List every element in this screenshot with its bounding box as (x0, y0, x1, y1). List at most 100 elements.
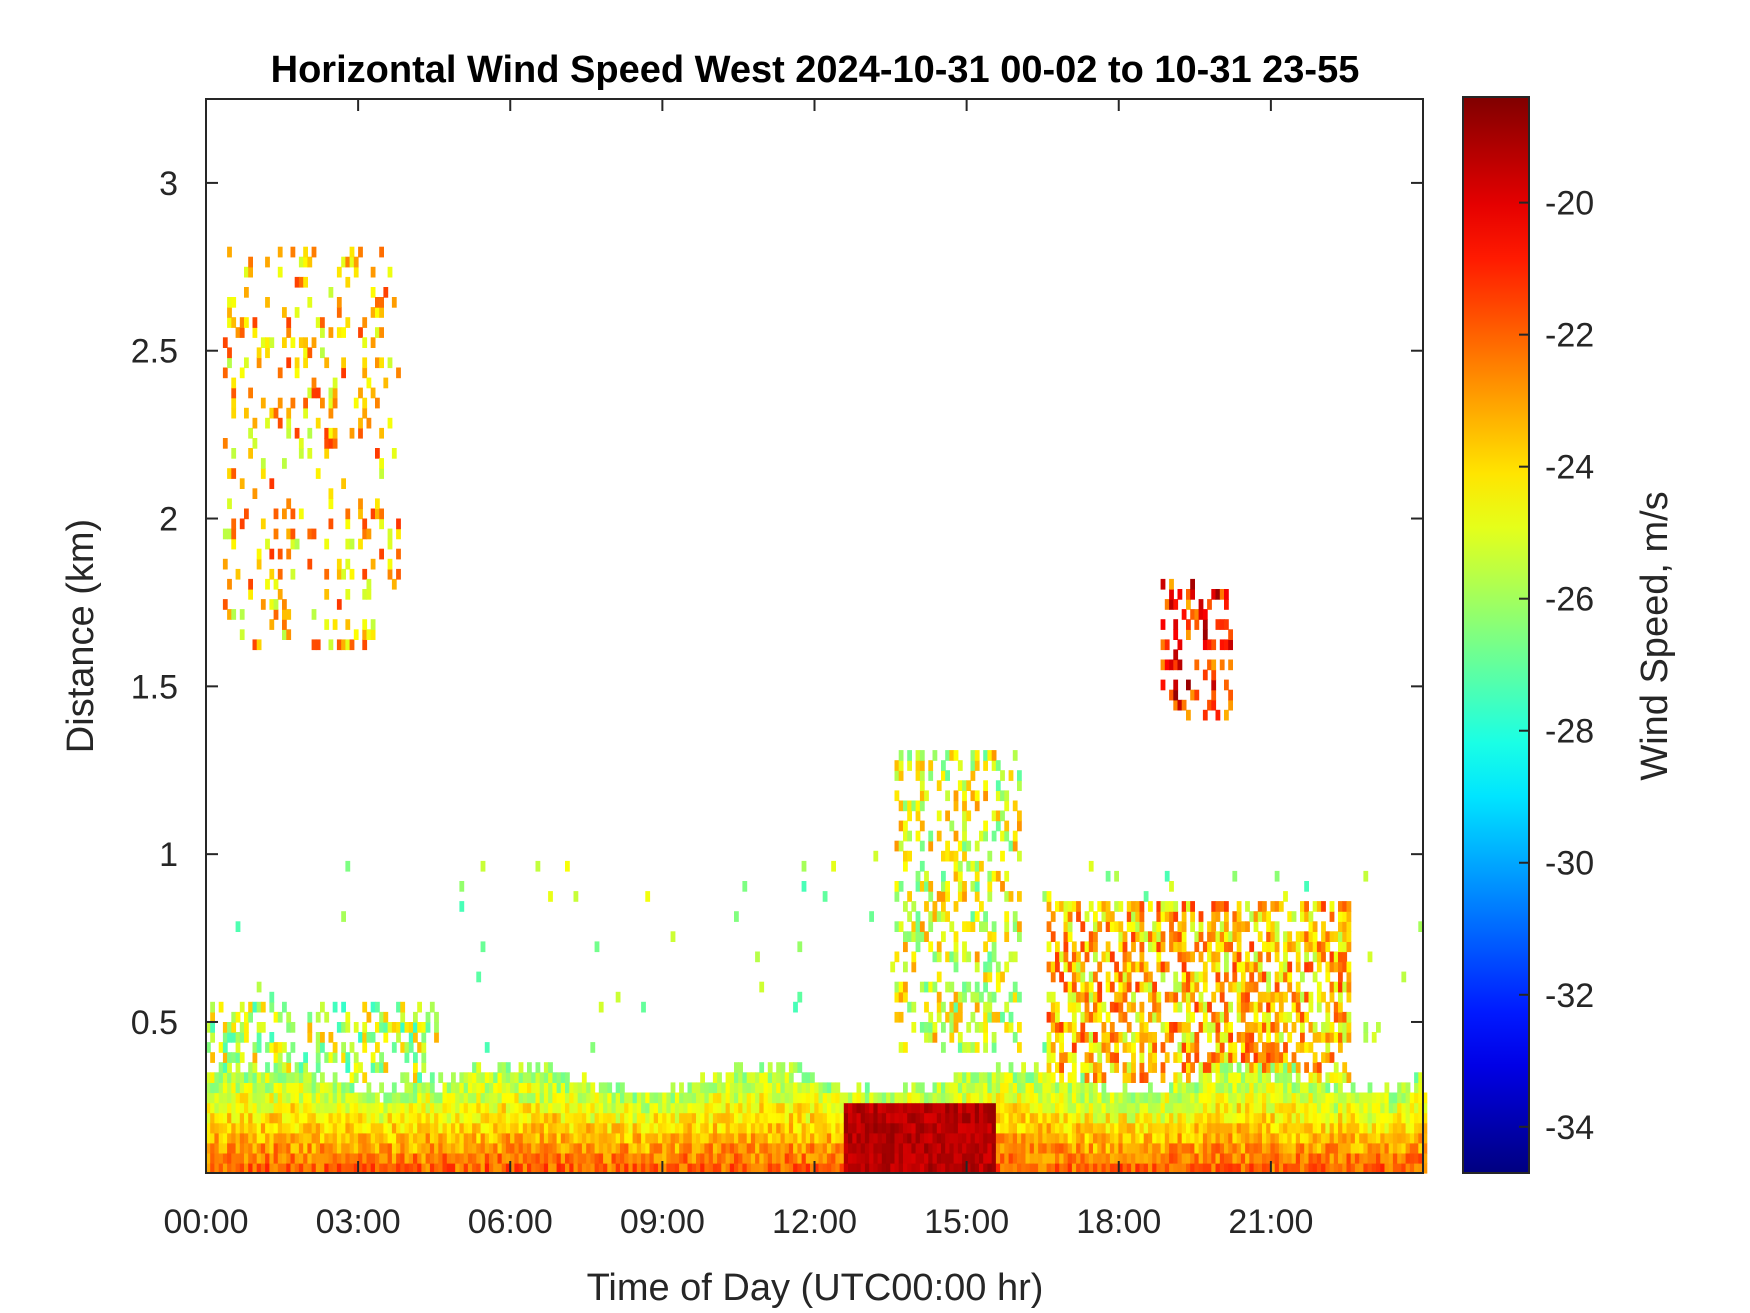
heatmap-cell (1029, 1082, 1035, 1094)
heatmap-cell (1338, 1132, 1343, 1144)
heatmap-cell (358, 387, 363, 399)
heatmap-cell (1084, 941, 1090, 953)
heatmap-cell (1131, 1132, 1136, 1144)
heatmap-cell (548, 1152, 553, 1164)
heatmap-cell (1135, 1092, 1141, 1104)
heatmap-cell (936, 1102, 942, 1114)
heatmap-cell (1067, 931, 1073, 942)
heatmap-cell (227, 1052, 232, 1063)
heatmap-cell (1008, 1082, 1014, 1094)
heatmap-cell (974, 750, 980, 761)
heatmap-cell (543, 1072, 549, 1083)
heatmap-cell (1198, 911, 1204, 922)
heatmap-cell (1181, 1162, 1187, 1174)
heatmap-cell (1029, 1072, 1035, 1083)
heatmap-cell (991, 1082, 997, 1094)
heatmap-cell (1021, 1082, 1026, 1094)
heatmap-cell (1164, 1032, 1170, 1043)
heatmap-cell (725, 1142, 731, 1154)
heatmap-cell (645, 1122, 651, 1134)
heatmap-cell (425, 1011, 431, 1023)
heatmap-cell (1181, 1132, 1187, 1144)
heatmap-cell (1388, 1112, 1394, 1124)
heatmap-cell (1067, 1152, 1073, 1164)
heatmap-cell (864, 1122, 870, 1134)
heatmap-cell (949, 1152, 955, 1164)
heatmap-cell (265, 337, 270, 348)
heatmap-cell (206, 1152, 211, 1164)
heatmap-cell (641, 1001, 646, 1013)
heatmap-cell (349, 1082, 355, 1094)
heatmap-cell (729, 1072, 735, 1083)
heatmap-cell (1059, 1142, 1064, 1154)
heatmap-cell (1131, 1112, 1136, 1124)
heatmap-cell (645, 1162, 651, 1174)
heatmap-cell (573, 1152, 579, 1164)
heatmap-cell (658, 1152, 663, 1164)
heatmap-cell (265, 1082, 270, 1094)
heatmap-cell (1257, 911, 1263, 922)
heatmap-cell (1253, 1022, 1259, 1033)
heatmap-cell (1257, 1072, 1263, 1083)
heatmap-cell (649, 1122, 655, 1134)
heatmap-cell (1304, 1092, 1309, 1104)
heatmap-cell (826, 1162, 832, 1174)
heatmap-cell (1008, 770, 1014, 781)
heatmap-cell (1186, 1132, 1191, 1144)
heatmap-cell (1177, 1001, 1183, 1013)
heatmap-cell (349, 1132, 355, 1144)
heatmap-cell (995, 1092, 1001, 1104)
heatmap-cell (1021, 1122, 1026, 1134)
heatmap-cell (349, 1092, 355, 1104)
heatmap-cell (497, 1102, 503, 1114)
heatmap-cell (548, 891, 553, 902)
heatmap-cell (1333, 1092, 1339, 1104)
heatmap-cell (1105, 971, 1111, 983)
heatmap-cell (590, 1152, 596, 1164)
heatmap-cell (1253, 1122, 1259, 1134)
heatmap-cell (1190, 1102, 1195, 1114)
heatmap-cell (379, 1022, 384, 1033)
heatmap-cell (704, 1162, 710, 1174)
heatmap-cell (924, 1032, 929, 1043)
heatmap-cell (856, 1162, 862, 1174)
heatmap-cell (839, 1102, 845, 1114)
heatmap-cell (835, 1142, 841, 1154)
heatmap-cell (1346, 941, 1352, 953)
heatmap-cell (1012, 840, 1018, 852)
heatmap-cell (1118, 1132, 1124, 1144)
heatmap-cell (725, 1122, 731, 1134)
heatmap-cell (890, 1122, 896, 1134)
heatmap-cell (818, 1152, 824, 1164)
heatmap-cell (451, 1082, 456, 1094)
heatmap-cell (759, 1162, 765, 1174)
heatmap-cell (932, 1122, 938, 1134)
heatmap-cell (801, 860, 807, 872)
heatmap-cell (1004, 1122, 1010, 1134)
heatmap-cell (886, 1122, 891, 1134)
heatmap-cell (320, 1102, 325, 1114)
heatmap-cell (1071, 971, 1077, 983)
heatmap-cell (590, 1112, 596, 1124)
heatmap-cell (1114, 1032, 1119, 1043)
heatmap-cell (628, 1132, 634, 1144)
heatmap-cell (1202, 1162, 1208, 1174)
heatmap-cell (1139, 1162, 1145, 1174)
heatmap-cell (518, 1162, 524, 1174)
heatmap-cell (1177, 1152, 1183, 1164)
heatmap-cell (1152, 1001, 1157, 1013)
heatmap-cell (480, 1122, 486, 1134)
heatmap-cell (362, 1112, 368, 1124)
heatmap-cell (282, 1102, 287, 1114)
heatmap-cell (1283, 1072, 1288, 1083)
heatmap-cell (569, 1082, 575, 1094)
heatmap-cell (957, 1092, 963, 1104)
heatmap-cell (797, 1082, 803, 1094)
heatmap-cell (239, 1102, 245, 1114)
heatmap-cell (1295, 1142, 1301, 1154)
heatmap-cell (455, 1132, 460, 1144)
heatmap-cell (1376, 1022, 1381, 1033)
heatmap-cell (983, 1001, 988, 1013)
heatmap-cell (1224, 901, 1229, 912)
heatmap-cell (1173, 619, 1179, 630)
